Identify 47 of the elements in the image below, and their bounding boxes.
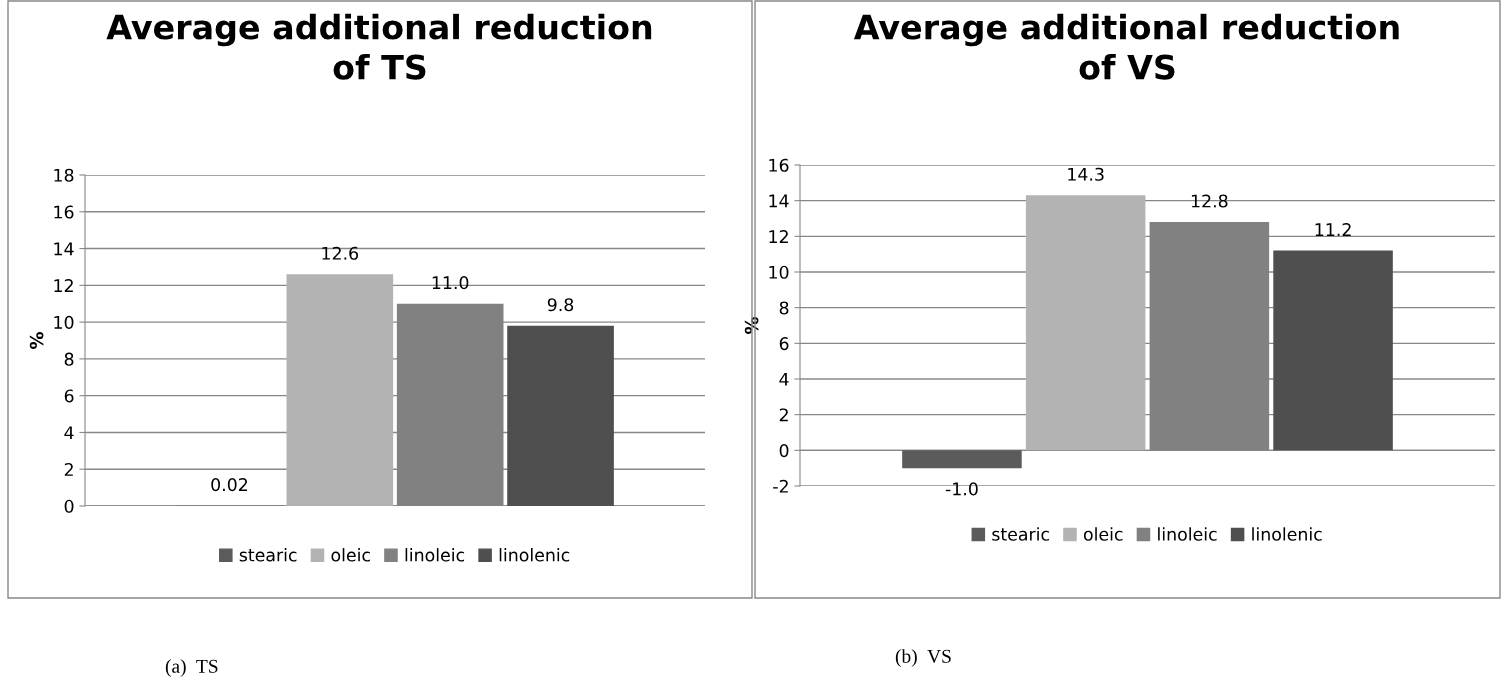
y-tick-label: 10 xyxy=(54,315,74,329)
y-tick-label: 2 xyxy=(64,462,73,476)
text: (b) VS xyxy=(895,649,951,667)
y-tick-label: 4 xyxy=(779,372,789,386)
data-label: 11.0 xyxy=(432,276,469,290)
legend-label: oleic xyxy=(331,548,370,562)
y-tick-label: 18 xyxy=(54,168,74,182)
legend-label: oleic xyxy=(1083,527,1123,541)
legend-label: stearic xyxy=(992,527,1049,541)
y-axis-title: % xyxy=(744,317,759,334)
y-tick-label: 8 xyxy=(64,352,74,366)
y-tick-label: 16 xyxy=(54,205,74,219)
text: (a) TS xyxy=(165,659,218,677)
y-tick-label: 8 xyxy=(779,301,789,315)
legend-label: stearic xyxy=(239,548,297,562)
y-tick-label: 0 xyxy=(779,444,789,458)
data-label: 14.3 xyxy=(1068,167,1104,181)
chart-title: Average additional reduction of TS xyxy=(106,13,652,80)
legend-label: linoleic xyxy=(405,548,465,562)
legend-label: linolenic xyxy=(1252,527,1322,541)
y-tick-label: 14 xyxy=(54,242,74,256)
bar xyxy=(286,274,394,506)
y-tick-label: 6 xyxy=(779,337,789,351)
data-label: 9.8 xyxy=(547,298,574,312)
y-tick-label: 12 xyxy=(54,279,73,292)
bar xyxy=(507,325,614,506)
bar xyxy=(1025,195,1146,451)
data-label: 0.02 xyxy=(211,478,248,492)
y-tick-label: 2 xyxy=(779,408,788,422)
chart-title: Average additional reduction of VS xyxy=(853,13,1399,80)
data-label: 12.8 xyxy=(1191,194,1228,208)
y-tick-label: 6 xyxy=(64,389,74,403)
bar xyxy=(1273,250,1393,451)
y-tick-label: 12 xyxy=(769,230,788,243)
y-tick-label: 4 xyxy=(64,426,74,440)
data-label: 11.2 xyxy=(1315,222,1351,236)
y-axis-title: % xyxy=(29,332,44,349)
y-tick-label: 14 xyxy=(769,194,789,208)
legend-label: linolenic xyxy=(499,548,570,562)
y-tick-label: 16 xyxy=(769,158,789,172)
data-label: 12.6 xyxy=(322,246,359,260)
legend-label: linoleic xyxy=(1158,527,1217,541)
data-label: -1.0 xyxy=(945,482,978,496)
y-tick-label: 0 xyxy=(64,499,74,513)
y-tick-label: -2 xyxy=(773,479,788,493)
bar xyxy=(902,450,1022,469)
y-tick-label: 10 xyxy=(769,265,789,279)
